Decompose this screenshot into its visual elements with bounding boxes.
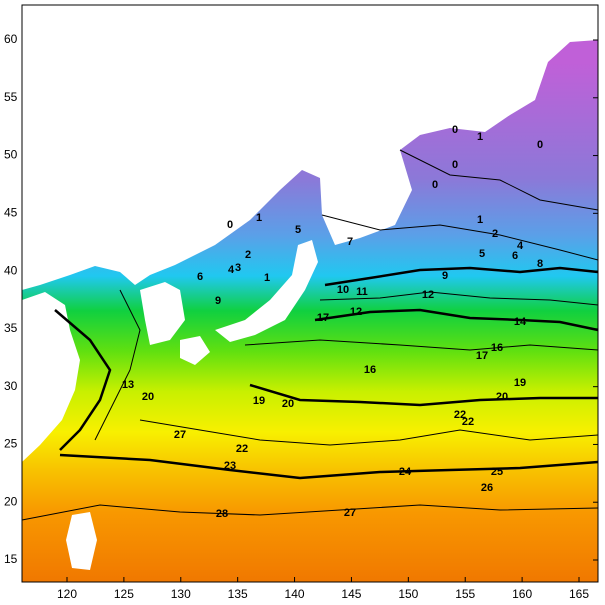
contour-label: 1 — [477, 131, 483, 143]
isotherms — [21, 149, 599, 521]
y-tick-label: 30 — [4, 379, 18, 393]
contour-label: 14 — [514, 316, 527, 328]
contour-label: 20 — [142, 391, 154, 403]
contour-label: 12 — [422, 289, 434, 301]
x-tick-label: 125 — [114, 587, 134, 601]
y-tick-label: 40 — [4, 263, 18, 277]
contour-label: 11 — [356, 286, 368, 298]
contour-label: 28 — [216, 508, 228, 520]
contour-label: 27 — [344, 507, 356, 519]
contour-label: 8 — [537, 258, 543, 270]
x-tick-label: 120 — [57, 587, 77, 601]
contour-label: 10 — [337, 284, 349, 296]
contour-label: 25 — [491, 466, 503, 478]
contour-label: 20 — [496, 391, 508, 403]
contour-label: 16 — [491, 342, 503, 354]
contour-label: 13 — [122, 379, 134, 391]
x-tick-label: 130 — [171, 587, 191, 601]
contour-label: 24 — [399, 466, 412, 478]
contour-label: 6 — [512, 250, 518, 262]
x-tick-label: 135 — [228, 587, 248, 601]
contour-label: 22 — [236, 443, 248, 455]
contour-label: 17 — [476, 350, 488, 362]
x-tick-label: 160 — [512, 587, 532, 601]
contour-label: 6 — [197, 271, 203, 283]
x-tick-label: 140 — [285, 587, 305, 601]
y-tick-label: 45 — [4, 206, 18, 220]
contour-label: 4 — [517, 240, 524, 252]
y-tick-label: 35 — [4, 321, 18, 335]
contour-label: 22 — [462, 416, 474, 428]
y-tick-label: 60 — [4, 32, 18, 46]
plot-frame — [21, 4, 599, 583]
contour-label: 27 — [174, 429, 186, 441]
contour-label: 19 — [514, 377, 526, 389]
contour-label: 1 — [264, 272, 270, 284]
contour-label: 0 — [432, 179, 438, 191]
contour-label: 9 — [442, 270, 448, 282]
contour-label: 17 — [317, 312, 329, 324]
y-tick-label: 50 — [4, 148, 18, 162]
y-tick-label: 15 — [4, 552, 18, 566]
contour-label: 2 — [245, 249, 251, 261]
contour-label: 3 — [235, 262, 241, 274]
y-tick-label: 20 — [4, 494, 18, 508]
contour-label: 16 — [364, 364, 376, 376]
contour-label: 5 — [295, 224, 301, 236]
contour-label: 19 — [253, 395, 265, 407]
contour-label: 2 — [492, 228, 498, 240]
contour-label: 23 — [224, 460, 236, 472]
contour-label: 5 — [479, 248, 485, 260]
x-tick-label: 155 — [455, 587, 475, 601]
contour-label: 22 — [454, 409, 466, 421]
contour-label: 0 — [537, 139, 543, 151]
contour-label: 7 — [347, 236, 353, 248]
contour-label: 0 — [452, 159, 458, 171]
x-tick-label: 150 — [398, 587, 418, 601]
y-tick-label: 55 — [4, 90, 18, 104]
contour-label: 1 — [477, 214, 483, 226]
contour-label: 4 — [228, 264, 235, 276]
x-tick-label: 145 — [341, 587, 361, 601]
contour-label: 0 — [452, 124, 458, 136]
land — [22, 5, 598, 570]
contour-label: 0 — [227, 219, 233, 231]
contour-label: 26 — [481, 482, 493, 494]
y-tick-label: 25 — [4, 437, 18, 451]
contour-label: 9 — [215, 295, 221, 307]
contour-label: 1 — [256, 212, 262, 224]
x-tick-label: 165 — [569, 587, 589, 601]
contour-label: 20 — [282, 398, 294, 410]
contour-label: 12 — [350, 306, 362, 318]
